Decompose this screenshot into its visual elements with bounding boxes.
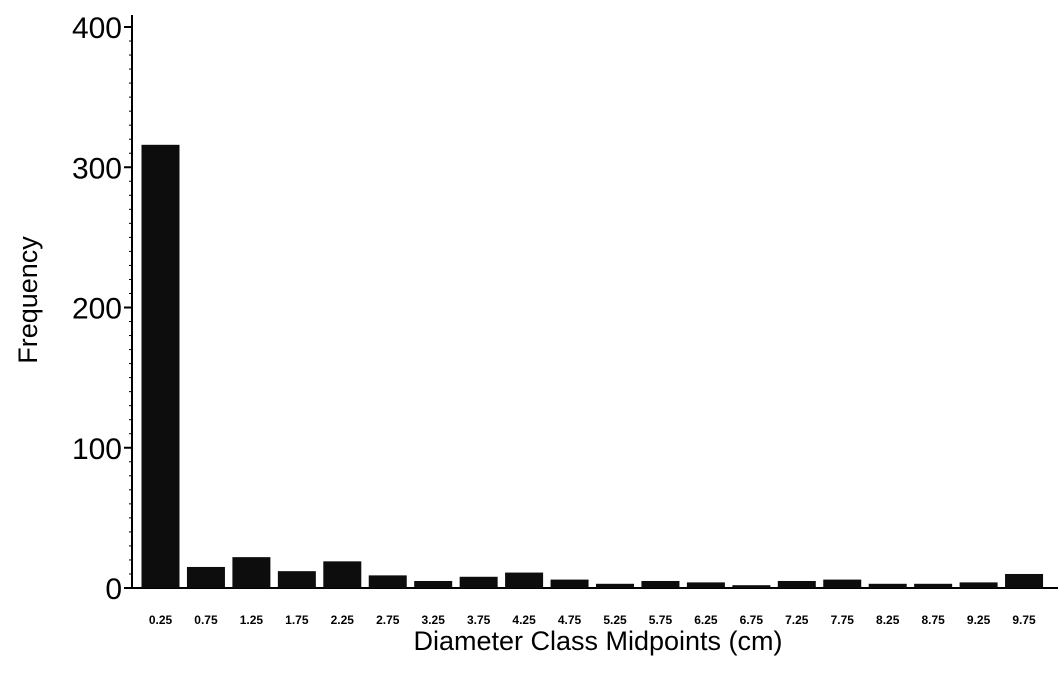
x-tick-label: 7.25 — [785, 613, 809, 627]
bar — [323, 561, 362, 588]
x-axis-title: Diameter Class Midpoints (cm) — [413, 626, 782, 656]
x-tick-label: 0.75 — [194, 613, 218, 627]
bar — [959, 582, 998, 588]
bar — [914, 583, 953, 588]
bar — [505, 572, 544, 588]
y-axis: 0 100 200 300 400 — [72, 12, 133, 606]
bar — [459, 576, 498, 588]
x-tick-label: 1.25 — [240, 613, 264, 627]
bar — [550, 579, 589, 588]
x-tick-label: 2.25 — [331, 613, 355, 627]
bar — [277, 571, 316, 588]
bar — [641, 580, 680, 588]
bar — [686, 582, 725, 588]
bar — [596, 583, 634, 588]
x-tick-label: 1.75 — [285, 613, 309, 627]
x-tick-label: 4.75 — [558, 613, 582, 627]
bar — [1005, 573, 1044, 588]
y-tick-label: 100 — [72, 433, 122, 466]
x-tick-label: 3.75 — [467, 613, 491, 627]
x-tick-label: 9.75 — [1012, 613, 1036, 627]
x-tick-label: 6.25 — [694, 613, 718, 627]
x-tick-label: 9.25 — [967, 613, 991, 627]
x-tick-label: 5.75 — [649, 613, 673, 627]
x-tick-label: 8.75 — [921, 613, 945, 627]
x-axis: 0.25 0.75 1.25 1.75 2.25 2.75 3.25 3.75 4.25 4.75… — [132, 587, 1058, 627]
bar — [777, 580, 816, 588]
x-tick-label: 3.25 — [422, 613, 446, 627]
y-tick-label: 0 — [105, 573, 122, 606]
x-tick-label: 2.75 — [376, 613, 400, 627]
x-tick-label: 8.25 — [876, 613, 900, 627]
bar — [232, 557, 271, 588]
x-tick-label: 7.75 — [831, 613, 855, 627]
y-tick-label: 400 — [72, 12, 122, 45]
bar — [414, 580, 453, 588]
bar — [368, 575, 407, 588]
x-tick-label: 0.25 — [149, 613, 173, 627]
y-axis-title: Frequency — [13, 236, 43, 364]
x-tick-label: 4.25 — [512, 613, 536, 627]
bar — [868, 583, 907, 588]
bar — [732, 585, 771, 588]
x-tick-label: 6.75 — [740, 613, 764, 627]
y-tick-label: 300 — [72, 152, 122, 185]
y-tick-label: 200 — [72, 293, 122, 326]
bars — [141, 144, 1044, 588]
bar — [141, 144, 180, 588]
bar — [823, 579, 862, 588]
bar — [186, 566, 225, 588]
x-tick-label: 5.25 — [603, 613, 627, 627]
